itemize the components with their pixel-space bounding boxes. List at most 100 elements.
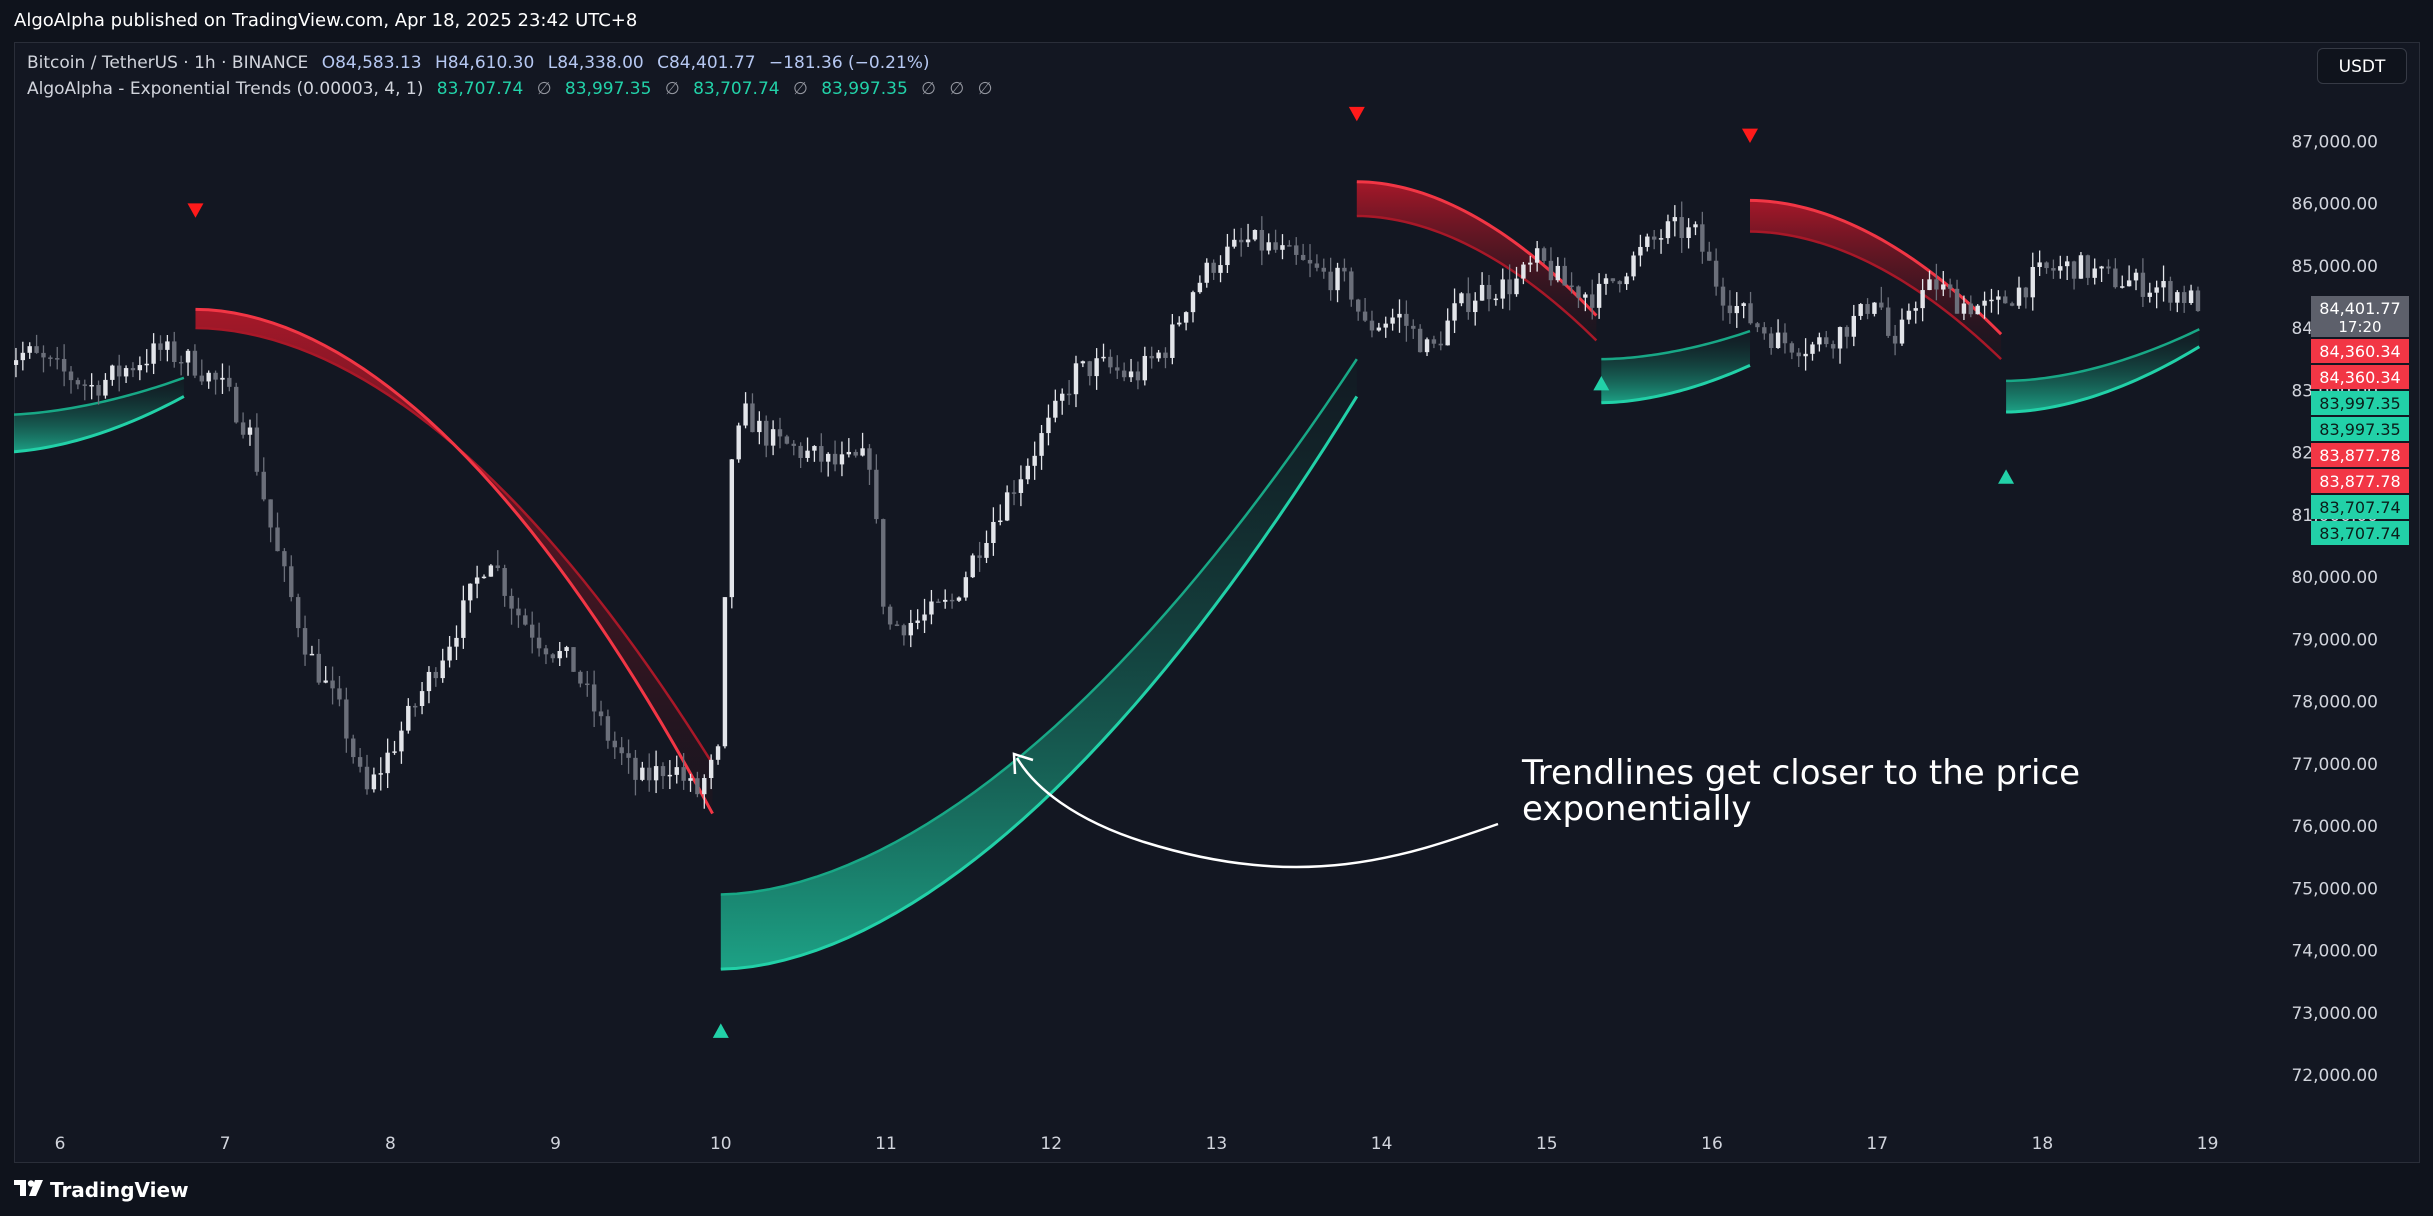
candle-body <box>1011 492 1017 494</box>
candle-body <box>819 446 824 462</box>
candle-body <box>708 759 714 779</box>
candle-body <box>1287 245 1292 247</box>
price-label-text: 84,401.77 <box>2319 299 2400 318</box>
candle-body <box>564 647 569 651</box>
candle-body <box>2037 262 2042 268</box>
x-tick-label: 9 <box>550 1134 561 1154</box>
indicator-value: ∅ <box>793 79 808 99</box>
candle-body <box>289 566 294 598</box>
candle-body <box>1693 224 1698 228</box>
symbol-legend[interactable]: Bitcoin / TetherUS · 1h · BINANCE O84,58… <box>27 53 930 73</box>
candle-body <box>185 350 191 363</box>
price-label <box>2311 443 2409 467</box>
candle-body <box>509 595 514 609</box>
indicator-value: ∅ <box>949 79 965 99</box>
candle-body <box>2120 286 2125 288</box>
price-label <box>2311 296 2409 337</box>
price-chart[interactable]: 87,000.0086,000.0085,000.0084,000.0083,0… <box>14 42 2420 1163</box>
candle-body <box>991 521 996 544</box>
candle-body <box>295 597 301 629</box>
candle-body <box>984 543 989 558</box>
candle-body <box>27 346 32 353</box>
candle-body <box>791 443 796 446</box>
price-label-time: 17:20 <box>2338 318 2381 336</box>
candle-body <box>337 688 342 700</box>
price-label-text: 83,877.78 <box>2319 446 2400 465</box>
price-label <box>2311 521 2409 545</box>
candle-body <box>2023 287 2029 298</box>
candle-body <box>1762 327 1767 334</box>
candle-body <box>199 375 204 382</box>
candle-body <box>172 341 177 363</box>
candle-body <box>2044 262 2049 269</box>
candle-body <box>1108 356 1113 368</box>
x-tick-label: 8 <box>385 1134 396 1154</box>
candle-body <box>2030 267 2035 298</box>
x-tick-label: 15 <box>1536 1134 1558 1154</box>
candle-body <box>757 420 762 433</box>
candle-body <box>1851 315 1856 337</box>
candle-body <box>364 766 370 790</box>
candle-body <box>770 429 776 446</box>
candle-body <box>468 583 473 601</box>
candle-body <box>695 778 700 795</box>
bearish-trend-line <box>1749 198 2003 336</box>
top-bar: AlgoAlpha published on TradingView.com, … <box>0 0 2433 42</box>
candle-body <box>399 730 404 752</box>
candle-body <box>1741 303 1746 307</box>
bullish-signal-icon <box>1593 376 1610 391</box>
candle-body <box>585 683 590 686</box>
candle-body <box>1204 262 1209 283</box>
candle-body <box>1424 339 1430 353</box>
candle-body <box>2147 292 2152 297</box>
candle-body <box>2009 303 2015 306</box>
indicator-value: ∅ <box>664 79 680 99</box>
candle-body <box>82 384 87 386</box>
candle-body <box>1941 284 1946 290</box>
candle-body <box>1638 246 1643 256</box>
candle-body <box>1968 303 1974 315</box>
candle-body <box>777 429 783 437</box>
candle-body <box>667 774 673 777</box>
candle-body <box>543 648 549 655</box>
candle-body <box>1177 322 1182 325</box>
candle-body <box>2085 255 2091 278</box>
candle-body <box>1927 279 1932 291</box>
bullish-trend-inner-line <box>1601 329 1751 361</box>
candle-body <box>1183 312 1189 323</box>
candle-body <box>1307 259 1313 264</box>
candle-body <box>488 565 494 577</box>
bullish-signal-icon <box>1998 469 2015 484</box>
open-value: O84,583.13 <box>321 53 422 73</box>
y-tick-label: 85,000.00 <box>2291 257 2378 277</box>
candle-body <box>1755 323 1760 328</box>
indicator-legend[interactable]: AlgoAlpha - Exponential Trends (0.00003,… <box>27 79 992 99</box>
candle-body <box>1830 344 1836 349</box>
currency-button[interactable]: USDT <box>2317 48 2407 84</box>
price-label <box>2311 391 2409 415</box>
candle-body <box>1087 361 1092 377</box>
candle-body <box>1700 224 1705 252</box>
candle-body <box>213 372 218 380</box>
candle-body <box>1947 284 1953 289</box>
bullish-trend-inner-line <box>14 376 185 416</box>
candle-body <box>1886 307 1891 336</box>
bullish-trend-fill <box>720 359 1357 970</box>
candle-body <box>1466 293 1471 313</box>
candle-body <box>523 615 528 625</box>
brand-name[interactable]: TradingView <box>50 1178 189 1202</box>
bullish-trend-fill <box>1601 331 1750 403</box>
price-label <box>2311 339 2409 363</box>
candle-body <box>887 606 893 625</box>
candle-body <box>1411 325 1416 329</box>
candle-body <box>454 637 459 647</box>
candle-body <box>234 386 239 423</box>
indicator-value: ∅ <box>921 79 936 99</box>
candle-body <box>1775 332 1781 349</box>
candle-body <box>1431 339 1437 344</box>
candle-body <box>1025 465 1030 480</box>
candle-body <box>1507 279 1512 295</box>
candle-body <box>34 346 39 353</box>
candle-body <box>1259 229 1265 251</box>
candle-body <box>1541 248 1547 261</box>
